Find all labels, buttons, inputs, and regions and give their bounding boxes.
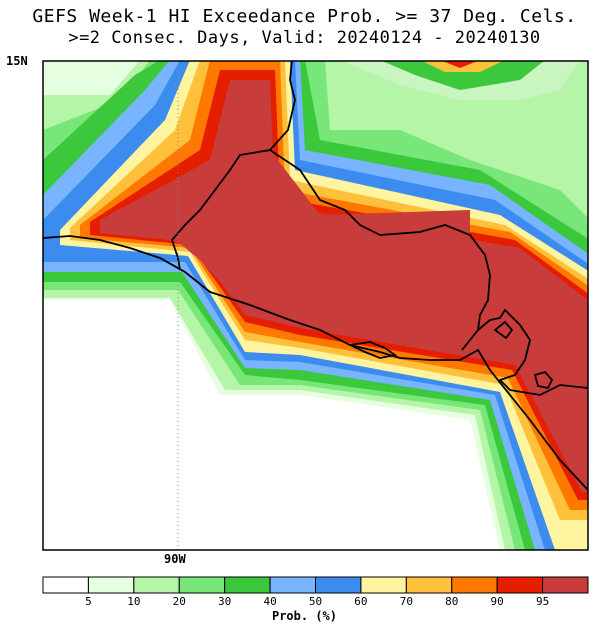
coastline-borders	[43, 61, 588, 491]
legend-box	[451, 576, 498, 594]
prob-band-top-rim-peak	[442, 61, 478, 68]
legend-box	[542, 576, 589, 594]
map-title: GEFS Week-1 HI Exceedance Prob. >= 37 De…	[32, 6, 577, 27]
legend-tick-label: 50	[309, 595, 322, 608]
legend-tick-label: 70	[400, 595, 413, 608]
probability-shading	[43, 61, 588, 550]
legend-tick-label: 10	[127, 595, 140, 608]
legend-tick-label: 60	[354, 595, 367, 608]
el-salvador-border	[269, 149, 491, 331]
legend-box	[42, 576, 89, 594]
map-subtitle: >=2 Consec. Days, Valid: 20240124 - 2024…	[68, 28, 541, 48]
guatemala-border	[170, 61, 296, 271]
legend-box	[405, 576, 453, 594]
legend-box	[315, 576, 362, 594]
legend-tick-label: 80	[445, 595, 458, 608]
latitude-label: 15N	[6, 54, 28, 68]
honduras-border	[461, 308, 588, 396]
gulf-islands	[533, 370, 554, 390]
longitude-label: 90W	[164, 552, 186, 566]
legend-box	[496, 576, 544, 594]
gulf-of-fonseca	[346, 320, 514, 359]
map-frame	[42, 60, 589, 551]
legend-box	[87, 576, 135, 594]
legend-box	[224, 576, 271, 594]
legend-box	[178, 576, 226, 594]
legend-tick-labels: 5 10 20 30 40 50 60 70 80 90 95	[85, 595, 549, 608]
legend-units-label: Prob. (%)	[271, 609, 338, 623]
legend-tick-label: 20	[173, 595, 186, 608]
legend-tick-label: 5	[85, 595, 92, 608]
legend-tick-label: 30	[218, 595, 231, 608]
legend-box	[133, 576, 180, 594]
legend-tick-label: 95	[536, 595, 549, 608]
legend-box	[360, 576, 407, 594]
prob-band-top-rim-inner	[382, 61, 544, 90]
legend-box	[269, 576, 317, 594]
legend-tick-label: 90	[491, 595, 504, 608]
legend-color-boxes	[42, 576, 589, 594]
legend-tick-label: 40	[263, 595, 276, 608]
